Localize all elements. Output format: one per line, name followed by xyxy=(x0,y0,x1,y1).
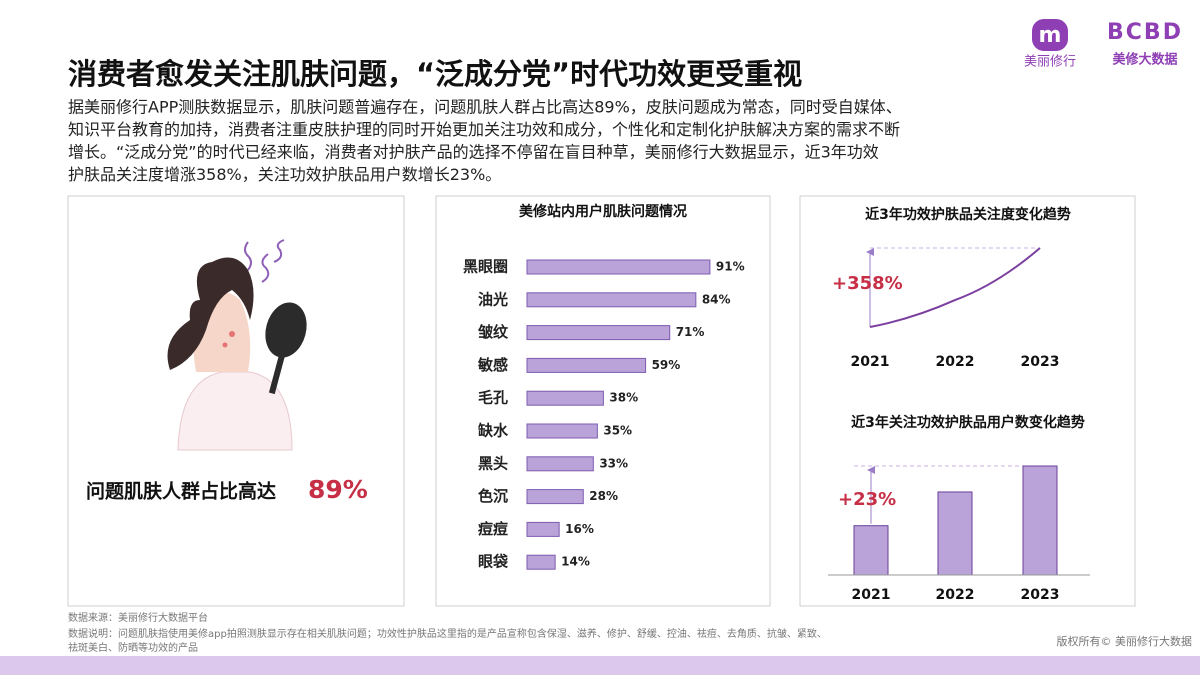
illustration xyxy=(167,239,307,451)
value-label: 14% xyxy=(561,555,590,569)
footer-note: 数据说明：问题肌肤指使用美修app拍照测肤显示存在相关肌肤问题；功效性护肤品这里… xyxy=(68,627,827,640)
value-label: 16% xyxy=(565,522,594,536)
chart-title: 近3年功效护肤品关注度变化趋势 xyxy=(865,206,1071,223)
bottom-band xyxy=(0,656,1200,675)
bar xyxy=(526,456,594,472)
category-label: 色沉 xyxy=(478,487,508,505)
footer-source: 数据来源：美丽修行大数据平台 xyxy=(68,611,208,624)
x-tick-label: 2022 xyxy=(936,354,975,370)
bar xyxy=(526,423,598,439)
x-tick-label: 2023 xyxy=(1021,354,1060,370)
category-label: 黑眼圈 xyxy=(463,258,508,276)
category-label: 黑头 xyxy=(478,454,508,472)
x-tick-label: 2022 xyxy=(936,587,975,603)
chart-title: 近3年关注功效护肤品用户数变化趋势 xyxy=(851,414,1085,431)
caption-highlight: 89% xyxy=(308,475,368,504)
value-label: 28% xyxy=(589,489,618,503)
bar xyxy=(526,259,711,275)
value-label: 35% xyxy=(603,424,632,438)
caption: 问题肌肤人群占比高达 xyxy=(86,480,276,503)
panel-right xyxy=(799,195,1136,607)
panel-middle xyxy=(435,195,771,607)
brand-icon xyxy=(1032,19,1068,51)
bar xyxy=(937,491,973,576)
category-label: 眼袋 xyxy=(478,553,509,571)
category-label: 敏感 xyxy=(477,356,508,374)
bar xyxy=(526,521,560,537)
bar xyxy=(526,390,604,406)
panel-left xyxy=(67,195,405,607)
value-label: 38% xyxy=(609,391,638,405)
copyright: 版权所有© 美丽修行大数据 xyxy=(1057,634,1193,648)
brand-left: 美丽修行 xyxy=(1024,55,1076,70)
category-label: 皱纹 xyxy=(477,323,509,341)
intro-line: 增长。“泛成分党”的时代已经来临，消费者对护肤产品的选择不停留在盲目种草，美丽修… xyxy=(68,143,879,162)
x-tick-label: 2021 xyxy=(851,354,890,370)
brand-right: 美修大数据 xyxy=(1112,52,1177,68)
bar xyxy=(526,292,697,308)
bar xyxy=(526,325,671,341)
value-label: 84% xyxy=(702,292,731,306)
trend-line xyxy=(869,247,1041,328)
bar xyxy=(1022,465,1058,576)
category-label: 缺水 xyxy=(477,422,509,440)
footer-note: 祛斑美白、防晒等功效的产品 xyxy=(68,641,198,654)
category-label: 痘痘 xyxy=(478,520,508,538)
value-label: 71% xyxy=(676,325,705,339)
value-label: 33% xyxy=(599,456,628,470)
annotation: +358% xyxy=(832,273,903,294)
value-label: 59% xyxy=(652,358,681,372)
category-label: 毛孔 xyxy=(478,389,508,407)
intro-line: 护肤品关注度增涨358%，关注功效护肤品用户数增长23%。 xyxy=(68,165,501,184)
brand-right-mark: BCBD xyxy=(1107,20,1183,45)
bar xyxy=(853,525,889,576)
bar xyxy=(526,489,584,505)
x-tick-label: 2023 xyxy=(1021,587,1060,603)
category-label: 油光 xyxy=(478,290,508,308)
brand-icon-letter: m xyxy=(1039,23,1062,48)
intro-line: 据美丽修行APP测肤数据显示，肌肤问题普遍存在，问题肌肤人群占比高达89%，皮肤… xyxy=(68,98,902,117)
value-label: 91% xyxy=(716,260,745,274)
bar xyxy=(526,554,556,570)
title: 消费者愈发关注肌肤问题，“泛成分党”时代功效更受重视 xyxy=(68,57,802,91)
annotation: +23% xyxy=(838,489,896,510)
bar xyxy=(526,357,647,373)
intro-line: 知识平台教育的加持，消费者注重皮肤护理的同时开始更加关注功效和成分，个性化和定制… xyxy=(68,120,900,139)
x-tick-label: 2021 xyxy=(852,587,891,603)
chart-title: 美修站内用户肌肤问题情况 xyxy=(519,203,687,220)
